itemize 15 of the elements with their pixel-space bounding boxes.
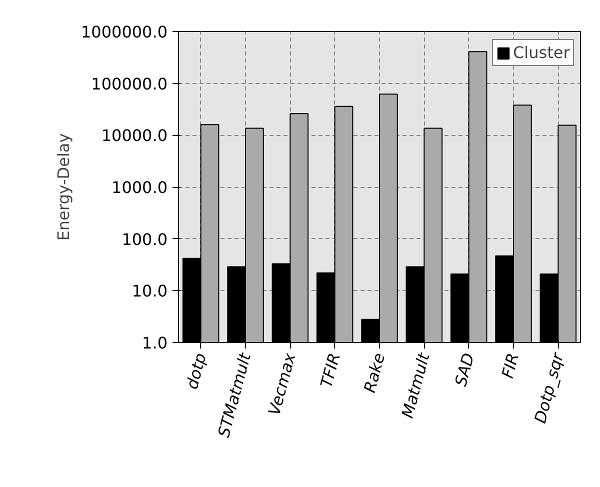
y-tick-label: 100000.0 (91, 74, 168, 94)
x-tick-label: TFIR (316, 351, 344, 390)
x-tick-label: dotp (182, 351, 210, 392)
y-tick-label: 100.0 (122, 230, 168, 249)
x-tick-label: SAD (451, 351, 478, 388)
y-tick-label: 1000000.0 (80, 22, 168, 42)
legend-label: Cluster (513, 43, 570, 62)
x-tick-label: FIR (498, 351, 523, 380)
y-tick-label: 1.0 (142, 334, 168, 352)
y-axis-title: Energy-Delay (54, 133, 73, 241)
y-tick-label: 1000.0 (112, 178, 168, 197)
x-tick-label: Rake (360, 350, 389, 395)
y-tick-label: 10.0 (132, 282, 168, 301)
x-tick-label: Vecmax (264, 350, 300, 418)
y-tick-label: 10000.0 (101, 126, 168, 146)
